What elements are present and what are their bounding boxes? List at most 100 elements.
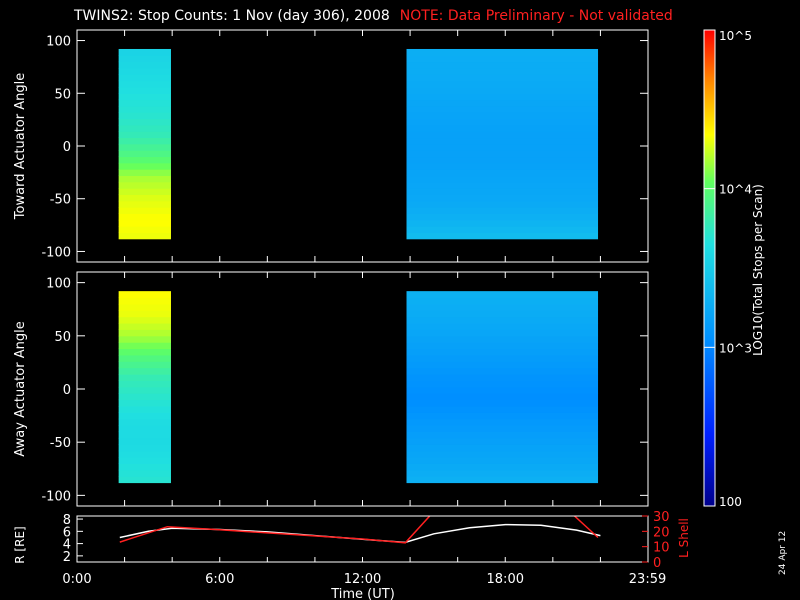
heatmap-cell xyxy=(118,323,171,330)
colorbar-tick-label: 10^4 xyxy=(719,183,752,197)
heatmap-cell xyxy=(406,425,599,433)
heatmap-cell xyxy=(406,207,599,214)
heatmap-cell xyxy=(118,431,171,439)
heatmap-cell xyxy=(406,354,599,362)
heatmap-segment-2 xyxy=(406,291,599,484)
heatmap-cell xyxy=(406,143,599,151)
heatmap-cell xyxy=(118,124,171,132)
heatmap-cell xyxy=(406,469,599,477)
l-shell-line-2 xyxy=(573,516,599,539)
heatmap-cell xyxy=(118,55,171,63)
chart-title: TWINS2: Stop Counts: 1 Nov (day 306), 20… xyxy=(74,8,673,24)
heatmap-cell xyxy=(406,316,599,324)
heatmap-cell xyxy=(118,48,171,56)
heatmap-cell xyxy=(118,162,171,170)
heatmap-cell xyxy=(406,150,599,158)
heatmap-cell xyxy=(406,323,599,330)
heatmap-cell xyxy=(118,213,171,221)
right-tick-label: 10 xyxy=(653,541,670,556)
heatmap-cell xyxy=(406,55,599,63)
heatmap-cell xyxy=(406,291,599,299)
y-tick-label: 6 xyxy=(63,525,71,540)
heatmap-panel-1: 100 50 0 -50 -100 Toward Actuator Angle xyxy=(13,29,649,263)
y-tick-label: 100 xyxy=(46,35,71,50)
heatmap-cell xyxy=(406,457,599,464)
heatmap-cell xyxy=(118,316,171,324)
heatmap-cell xyxy=(406,374,599,381)
heatmap-cell xyxy=(118,463,171,471)
l-shell-line-1 xyxy=(119,516,431,544)
heatmap-cell xyxy=(406,342,599,350)
heatmap-cell xyxy=(118,219,171,227)
heatmap-cell xyxy=(118,361,171,369)
x-tick-label: 6:00 xyxy=(205,572,234,587)
heatmap-cell xyxy=(406,86,599,94)
heatmap-cell xyxy=(406,200,599,208)
heatmap-cell xyxy=(406,74,599,82)
heatmap-cell xyxy=(118,469,171,477)
y-tick-label: -100 xyxy=(41,489,71,504)
heatmap-cell xyxy=(118,444,171,452)
heatmap-cell xyxy=(118,131,171,139)
heatmap-cell xyxy=(118,380,171,388)
heatmap-cell xyxy=(118,118,171,126)
heatmap-cell xyxy=(118,232,171,240)
heatmap-cell xyxy=(118,297,171,305)
heatmap-cell xyxy=(118,476,171,484)
colorbar-tick-label: 100 xyxy=(719,495,742,509)
y-tick-label: 2 xyxy=(63,550,71,565)
heatmap-cell xyxy=(118,412,171,420)
heatmap-cell xyxy=(118,450,171,458)
heatmap-cell xyxy=(118,406,171,413)
y-tick-label: 8 xyxy=(63,513,71,528)
heatmap-cell xyxy=(406,61,599,69)
y-tick-label: 0 xyxy=(63,383,71,398)
heatmap-cell xyxy=(406,112,599,120)
heatmap-cell xyxy=(118,399,171,407)
heatmap-cell xyxy=(118,181,171,189)
heatmap-cell xyxy=(406,380,599,388)
y-tick-label: -100 xyxy=(41,245,71,260)
right-tick-label: 20 xyxy=(653,525,670,540)
heatmap-cell xyxy=(118,137,171,145)
heatmap-cell xyxy=(118,93,171,101)
heatmap-cell xyxy=(406,156,599,164)
heatmap-cell xyxy=(406,412,599,420)
heatmap-cell xyxy=(406,303,599,311)
heatmap-cell xyxy=(406,124,599,132)
heatmap-cell xyxy=(406,437,599,445)
right-tick-label: 30 xyxy=(653,510,670,525)
heatmap-cell xyxy=(118,188,171,196)
heatmap-cell xyxy=(406,99,599,107)
heatmap-cell xyxy=(118,386,171,394)
heatmap-cell xyxy=(118,150,171,158)
heatmap-cell xyxy=(118,61,171,69)
heatmap-cell xyxy=(118,175,171,183)
heatmap-cell xyxy=(406,169,599,177)
heatmap-cell xyxy=(118,194,171,202)
heatmap-cell xyxy=(406,105,599,113)
note-text: NOTE: Data Preliminary - Not validated xyxy=(399,8,673,24)
heatmap-cell xyxy=(118,74,171,82)
heatmap-cell xyxy=(118,342,171,350)
r-axis-label: R [RE] xyxy=(13,526,27,563)
heatmap-panel-2: 100 50 0 -50 -100 Away Actuator Angle xyxy=(13,271,649,507)
heatmap-cell xyxy=(406,232,599,240)
heatmap-cell xyxy=(406,194,599,202)
y-tick-label: -50 xyxy=(50,436,71,451)
heatmap-cell xyxy=(118,374,171,381)
heatmap-cell xyxy=(118,143,171,151)
y-tick-label: 0 xyxy=(63,140,71,155)
heatmap-cell xyxy=(118,99,171,107)
heatmap-cell xyxy=(118,207,171,214)
colorbar-label: LOG10(Total Stops per Scan) xyxy=(751,184,765,356)
x-axis-label: Time (UT) xyxy=(330,587,395,600)
heatmap-cell xyxy=(406,367,599,375)
heatmap-cell xyxy=(406,181,599,189)
heatmap-cell xyxy=(118,169,171,177)
y-tick-label: 100 xyxy=(46,277,71,292)
heatmap-cell xyxy=(118,367,171,375)
heatmap-cell xyxy=(118,425,171,433)
